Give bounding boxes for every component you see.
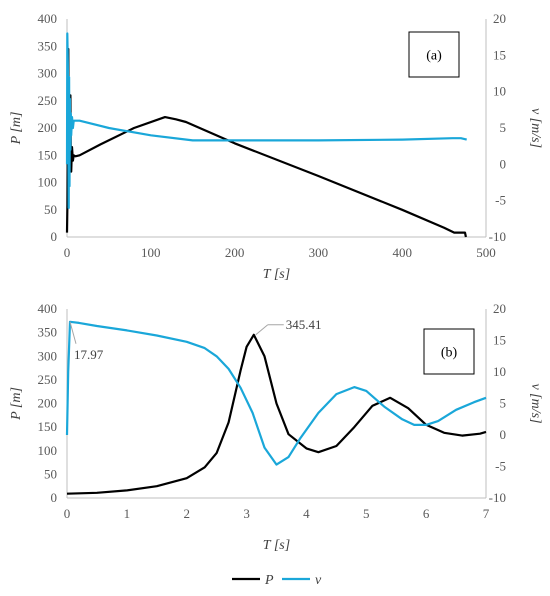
y2-tick-label: 5 (500, 396, 507, 411)
panel-tag-box (408, 31, 460, 78)
x-tick-label: 5 (363, 506, 370, 521)
y2-tick-label: 10 (493, 364, 506, 379)
y-tick-label: 250 (38, 372, 58, 387)
x-tick-label: 7 (483, 506, 490, 521)
series-line-P (66, 333, 487, 495)
y2-axis-label: v [m/s] (528, 383, 543, 423)
y2-tick-label: 0 (500, 427, 507, 442)
y-tick-label: 400 (38, 11, 58, 26)
x-tick-label: 4 (303, 506, 310, 521)
y-tick-label: 50 (44, 466, 57, 481)
x-tick-label: 3 (243, 506, 250, 521)
y2-tick-label: 0 (500, 156, 507, 171)
x-tick-label: 6 (423, 506, 430, 521)
y2-tick-label: 10 (493, 84, 506, 99)
y2-tick-label: -10 (489, 490, 506, 505)
y-tick-label: 150 (38, 419, 58, 434)
x-tick-label: 400 (392, 245, 412, 260)
y-tick-label: 50 (44, 202, 57, 217)
x-tick-label: 0 (64, 506, 71, 521)
y2-axis-label: v [m/s] (528, 108, 543, 148)
y-tick-label: 350 (38, 325, 58, 340)
x-tick-label: 0 (64, 245, 71, 260)
series-line-v (65, 32, 467, 209)
y-tick-label: 100 (38, 175, 58, 190)
y-tick-label: 200 (38, 396, 58, 411)
y2-tick-label: 5 (500, 120, 507, 135)
y-tick-label: 250 (38, 93, 58, 108)
y-tick-label: 400 (38, 301, 58, 316)
x-tick-label: 200 (225, 245, 245, 260)
x-axis-label: T [s] (263, 538, 290, 553)
x-axis-label: T [s] (263, 267, 290, 282)
data-label-v-peak: 17.97 (74, 347, 104, 362)
panel-tag-label: (a) (426, 49, 442, 64)
y2-tick-label: 15 (493, 47, 506, 62)
y-tick-label: 300 (38, 348, 58, 363)
y-tick-label: 100 (38, 443, 58, 458)
y2-tick-label: -5 (495, 193, 506, 208)
y-tick-label: 0 (51, 229, 58, 244)
series-line-v (65, 320, 487, 466)
panel-tag-box (423, 328, 475, 375)
y-axis-label: P [m] (9, 387, 24, 421)
y2-tick-label: -10 (489, 229, 506, 244)
x-tick-label: 2 (183, 506, 190, 521)
y-axis-label: P [m] (9, 112, 24, 146)
y2-tick-label: 20 (493, 301, 506, 316)
series-line-P (65, 47, 467, 238)
data-label-P-peak: 345.41 (286, 317, 322, 332)
panel-tag-label: (b) (441, 346, 458, 361)
y-tick-label: 300 (38, 66, 58, 81)
x-tick-label: 100 (141, 245, 161, 260)
y-tick-label: 350 (38, 38, 58, 53)
y-tick-label: 0 (51, 490, 58, 505)
legend-label-v: v (315, 573, 322, 588)
y2-tick-label: 20 (493, 11, 506, 26)
y-tick-label: 150 (38, 147, 58, 162)
x-tick-label: 500 (476, 245, 496, 260)
x-tick-label: 300 (309, 245, 329, 260)
legend-label-P: P (264, 573, 274, 588)
annotation-leader (255, 324, 269, 336)
y-tick-label: 200 (38, 120, 58, 135)
x-tick-label: 1 (124, 506, 131, 521)
annotation-leader (69, 321, 77, 344)
y2-tick-label: 15 (493, 333, 506, 348)
y2-tick-label: -5 (495, 459, 506, 474)
